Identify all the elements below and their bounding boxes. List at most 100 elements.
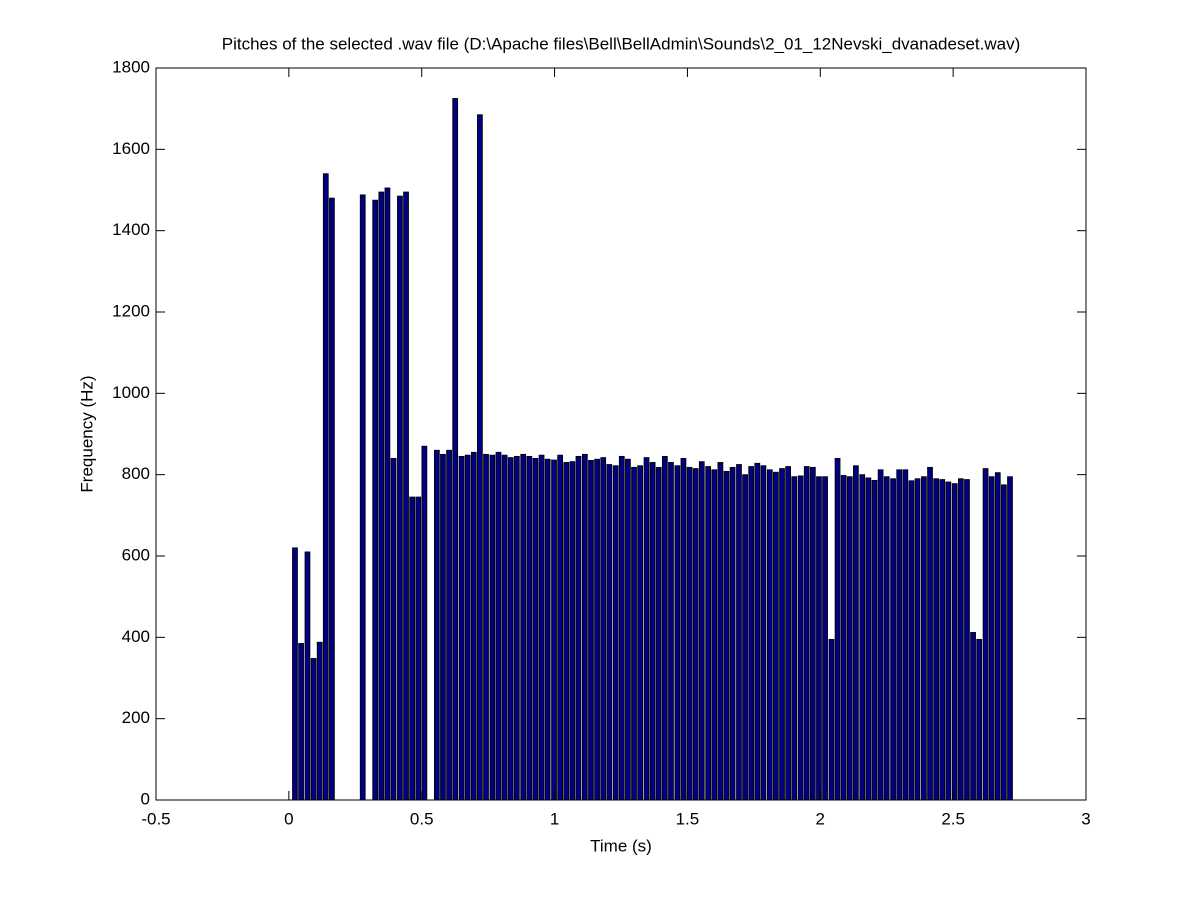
bar — [698, 461, 705, 801]
bar — [520, 453, 527, 801]
bar — [853, 465, 859, 801]
bar — [766, 469, 773, 801]
y-tick-label: 800 — [122, 464, 150, 483]
bar — [791, 476, 798, 801]
bar — [668, 462, 674, 801]
bar — [933, 478, 940, 801]
bar — [809, 466, 816, 801]
bar — [760, 465, 767, 801]
x-axis-label: Time (s) — [590, 836, 652, 855]
bar — [421, 445, 428, 801]
bar — [575, 455, 582, 801]
x-tick-label: 2.5 — [941, 809, 965, 828]
bar — [859, 474, 866, 801]
bar — [982, 468, 989, 801]
bar — [390, 457, 397, 801]
bar — [612, 465, 619, 801]
y-tick-label: 400 — [122, 627, 150, 646]
bar — [686, 466, 693, 801]
bar — [877, 469, 884, 801]
bar — [501, 454, 508, 801]
plot-frame — [155, 67, 1087, 801]
bar — [779, 468, 785, 801]
y-tick-label: 1600 — [112, 139, 150, 158]
bar — [964, 479, 970, 801]
bar — [397, 195, 403, 801]
y-axis-label: Frequency (Hz) — [77, 375, 96, 492]
bar — [569, 461, 576, 801]
bar — [384, 187, 391, 801]
bar — [440, 453, 446, 801]
x-tick-label: 3 — [1081, 809, 1090, 828]
bar — [446, 449, 452, 801]
x-tick-label: -0.5 — [141, 809, 170, 828]
bar — [674, 465, 681, 801]
y-tick-label: 1000 — [112, 383, 150, 402]
bar — [914, 478, 921, 801]
bar — [816, 476, 822, 801]
bar — [563, 462, 570, 801]
bar — [773, 471, 779, 801]
bar — [292, 547, 298, 801]
bar — [489, 454, 496, 801]
bar — [957, 478, 964, 801]
bar — [409, 496, 416, 801]
y-tick-label: 600 — [122, 545, 150, 564]
bar — [865, 477, 872, 801]
y-tick-label: 1800 — [112, 57, 150, 76]
bar — [723, 471, 730, 801]
bar — [970, 632, 976, 801]
bar — [316, 641, 323, 801]
bar — [310, 658, 317, 801]
x-tick-label: 0 — [284, 809, 293, 828]
bar — [513, 455, 520, 801]
bar — [464, 454, 471, 801]
bar — [298, 643, 304, 801]
x-tick-label: 1 — [550, 809, 559, 828]
y-tick-label: 1400 — [112, 220, 150, 239]
x-tick-label: 1.5 — [676, 809, 700, 828]
bar — [797, 475, 804, 801]
bar — [908, 480, 915, 801]
bar — [452, 98, 459, 801]
bar — [637, 465, 643, 801]
bar — [415, 496, 422, 801]
bar — [538, 454, 545, 801]
bar — [822, 476, 828, 801]
bar — [754, 462, 761, 801]
bar — [643, 457, 650, 801]
bar — [748, 466, 755, 801]
bar — [951, 483, 958, 801]
bar — [655, 466, 662, 801]
bar — [526, 455, 533, 801]
y-tick-label: 1200 — [112, 301, 150, 320]
bar — [711, 469, 718, 801]
bar — [649, 462, 656, 801]
bar — [896, 469, 903, 801]
bar — [890, 478, 896, 801]
bar — [834, 457, 841, 801]
bar — [871, 479, 878, 801]
bar — [680, 457, 687, 801]
bar — [606, 464, 613, 801]
bar — [994, 472, 1001, 801]
bar — [304, 551, 311, 801]
bar — [692, 468, 699, 801]
bar — [631, 466, 637, 801]
bar — [581, 453, 588, 801]
bar — [661, 455, 668, 801]
bar — [939, 479, 946, 801]
bar — [557, 454, 564, 801]
bar — [544, 458, 551, 801]
bar — [883, 476, 890, 801]
bar — [433, 449, 440, 801]
bar — [470, 451, 477, 801]
bar — [600, 457, 607, 801]
bar — [976, 638, 983, 801]
bar — [840, 475, 847, 801]
bar — [322, 173, 329, 801]
bar — [988, 476, 995, 801]
bar — [828, 638, 835, 801]
